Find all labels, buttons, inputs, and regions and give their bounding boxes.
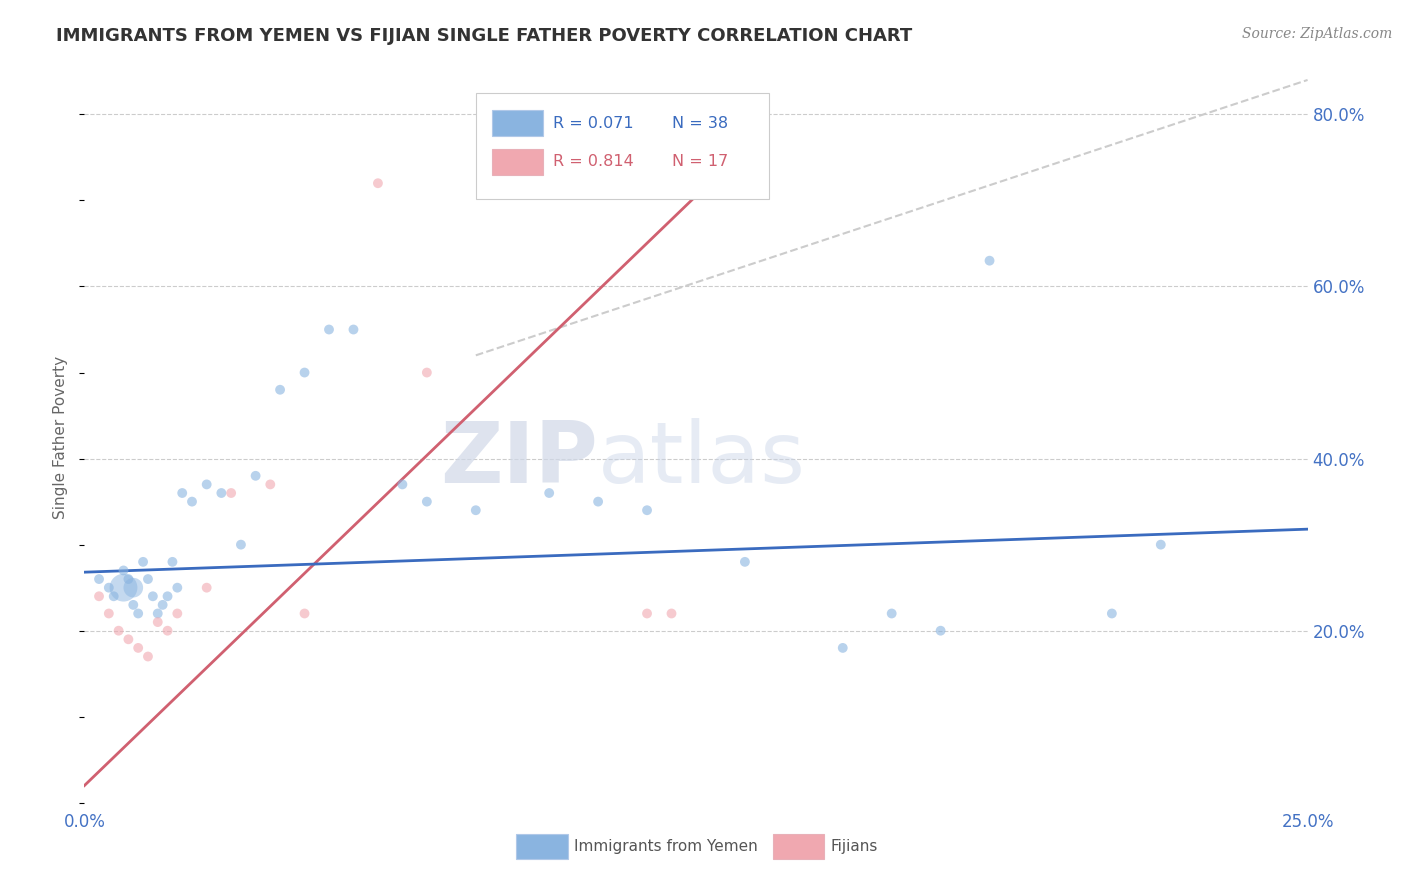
Point	[122, 598, 145, 612]
Point	[162, 555, 184, 569]
Point	[87, 572, 110, 586]
Text: N = 38: N = 38	[672, 116, 728, 131]
Point	[103, 589, 125, 603]
Point	[117, 572, 139, 586]
Text: Source: ZipAtlas.com: Source: ZipAtlas.com	[1241, 27, 1392, 41]
Point	[136, 649, 159, 664]
Point	[209, 486, 232, 500]
Point	[97, 581, 120, 595]
Point	[245, 468, 267, 483]
Point	[146, 615, 169, 629]
Point	[112, 581, 135, 595]
Point	[97, 607, 120, 621]
Point	[146, 607, 169, 621]
Text: ZIP: ZIP	[440, 417, 598, 500]
Point	[87, 589, 110, 603]
Point	[1150, 538, 1173, 552]
Point	[586, 494, 609, 508]
Point	[132, 555, 155, 569]
FancyBboxPatch shape	[492, 110, 543, 136]
Point	[107, 624, 129, 638]
Point	[156, 624, 179, 638]
Point	[136, 572, 159, 586]
Point	[166, 607, 188, 621]
Y-axis label: Single Father Poverty: Single Father Poverty	[53, 356, 69, 518]
FancyBboxPatch shape	[773, 834, 824, 859]
Point	[195, 581, 218, 595]
Text: Fijians: Fijians	[831, 839, 877, 855]
Point	[122, 581, 145, 595]
Point	[416, 366, 439, 380]
Point	[636, 503, 658, 517]
Text: Immigrants from Yemen: Immigrants from Yemen	[574, 839, 758, 855]
Point	[464, 503, 486, 517]
Point	[734, 555, 756, 569]
Point	[195, 477, 218, 491]
Point	[661, 607, 683, 621]
FancyBboxPatch shape	[475, 94, 769, 200]
Point	[367, 176, 389, 190]
Point	[416, 494, 439, 508]
Text: R = 0.071: R = 0.071	[553, 116, 634, 131]
Point	[219, 486, 242, 500]
Point	[112, 564, 135, 578]
Point	[318, 322, 340, 336]
Point	[342, 322, 364, 336]
Text: IMMIGRANTS FROM YEMEN VS FIJIAN SINGLE FATHER POVERTY CORRELATION CHART: IMMIGRANTS FROM YEMEN VS FIJIAN SINGLE F…	[56, 27, 912, 45]
Point	[269, 383, 291, 397]
Point	[181, 494, 204, 508]
Text: N = 17: N = 17	[672, 153, 728, 169]
Point	[929, 624, 952, 638]
Point	[127, 607, 149, 621]
Point	[391, 477, 413, 491]
Point	[117, 632, 139, 647]
Point	[880, 607, 903, 621]
Point	[538, 486, 561, 500]
Point	[156, 589, 179, 603]
FancyBboxPatch shape	[492, 149, 543, 175]
Point	[127, 640, 149, 655]
Point	[229, 538, 252, 552]
Point	[142, 589, 165, 603]
Text: atlas: atlas	[598, 417, 806, 500]
Point	[979, 253, 1001, 268]
Point	[152, 598, 174, 612]
Point	[172, 486, 194, 500]
FancyBboxPatch shape	[516, 834, 568, 859]
Point	[636, 607, 658, 621]
Point	[166, 581, 188, 595]
Point	[831, 640, 853, 655]
Text: R = 0.814: R = 0.814	[553, 153, 634, 169]
Point	[259, 477, 281, 491]
Point	[294, 607, 316, 621]
Point	[1101, 607, 1123, 621]
Point	[294, 366, 316, 380]
